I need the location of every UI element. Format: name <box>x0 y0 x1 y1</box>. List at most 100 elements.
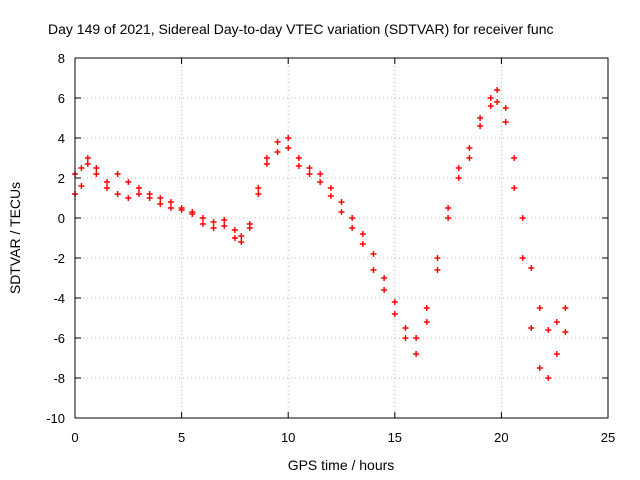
data-point <box>487 103 494 109</box>
data-point <box>285 135 292 141</box>
data-point <box>114 191 121 197</box>
data-point <box>84 161 91 167</box>
data-point <box>562 305 569 311</box>
data-point <box>338 209 345 215</box>
x-tick-label: 5 <box>178 430 185 445</box>
data-point <box>402 335 409 341</box>
x-tick-label: 15 <box>388 430 402 445</box>
data-point <box>114 171 121 177</box>
x-tick-label: 0 <box>71 430 78 445</box>
data-point <box>455 165 462 171</box>
data-point <box>487 95 494 101</box>
data-point <box>553 351 560 357</box>
data-point <box>78 183 85 189</box>
data-point <box>317 179 324 185</box>
data-point <box>167 205 174 211</box>
data-point <box>246 225 253 231</box>
data-point <box>381 287 388 293</box>
data-point <box>263 155 270 161</box>
data-point <box>125 195 132 201</box>
series-2 <box>72 99 569 381</box>
data-point <box>391 299 398 305</box>
data-point <box>370 251 377 257</box>
series-1 <box>72 87 569 341</box>
data-point <box>391 311 398 317</box>
data-point <box>511 155 518 161</box>
y-tick-label: -6 <box>53 331 65 346</box>
data-point <box>189 211 196 217</box>
data-point <box>317 171 324 177</box>
data-point <box>231 235 238 241</box>
data-point <box>359 241 366 247</box>
data-point <box>93 171 100 177</box>
data-point <box>103 185 110 191</box>
data-point <box>423 305 430 311</box>
y-axis-ticks: -10 -8 -6 -4 -2 0 2 4 6 8 <box>46 51 608 426</box>
y-tick-label: 2 <box>58 171 65 186</box>
data-point <box>238 233 245 239</box>
data-point <box>502 119 509 125</box>
data-point <box>445 215 452 221</box>
data-point <box>562 329 569 335</box>
data-point <box>93 165 100 171</box>
data-point <box>455 175 462 181</box>
data-point <box>466 155 473 161</box>
data-point <box>285 145 292 151</box>
data-point <box>545 375 552 381</box>
data-point <box>135 185 142 191</box>
data-point <box>528 325 535 331</box>
data-point <box>255 185 262 191</box>
data-point <box>221 223 228 229</box>
data-point <box>349 225 356 231</box>
data-series <box>72 87 569 381</box>
data-point <box>381 275 388 281</box>
data-point <box>536 305 543 311</box>
y-tick-label: -10 <box>46 411 65 426</box>
data-point <box>84 155 91 161</box>
x-axis-label: GPS time / hours <box>288 457 395 473</box>
data-point <box>338 199 345 205</box>
data-point <box>210 219 217 225</box>
y-tick-label: 6 <box>58 91 65 106</box>
data-point <box>477 115 484 121</box>
data-point <box>370 267 377 273</box>
data-point <box>359 231 366 237</box>
data-point <box>306 171 313 177</box>
data-point <box>434 255 441 261</box>
data-point <box>327 193 334 199</box>
data-point <box>519 255 526 261</box>
data-point <box>295 163 302 169</box>
y-tick-label: -8 <box>53 371 65 386</box>
data-point <box>466 145 473 151</box>
data-point <box>536 365 543 371</box>
data-point <box>413 351 420 357</box>
y-tick-label: 8 <box>58 51 65 66</box>
plot-frame <box>74 57 609 419</box>
data-point <box>210 225 217 231</box>
data-point <box>295 155 302 161</box>
data-point <box>199 215 206 221</box>
data-point <box>349 215 356 221</box>
y-tick-label: 4 <box>58 131 65 146</box>
data-point <box>545 327 552 333</box>
y-tick-label: 0 <box>58 211 65 226</box>
data-point <box>402 325 409 331</box>
data-point <box>519 215 526 221</box>
data-point <box>157 201 164 207</box>
y-tick-label: -4 <box>53 291 65 306</box>
data-point <box>511 185 518 191</box>
data-point <box>528 265 535 271</box>
data-point <box>274 139 281 145</box>
data-point <box>274 149 281 155</box>
data-point <box>423 319 430 325</box>
x-tick-label: 10 <box>281 430 295 445</box>
data-point <box>494 99 501 105</box>
data-point <box>135 191 142 197</box>
data-point <box>502 105 509 111</box>
data-point <box>178 205 185 211</box>
data-point <box>494 87 501 93</box>
data-point <box>263 161 270 167</box>
data-point <box>199 221 206 227</box>
data-point <box>255 191 262 197</box>
